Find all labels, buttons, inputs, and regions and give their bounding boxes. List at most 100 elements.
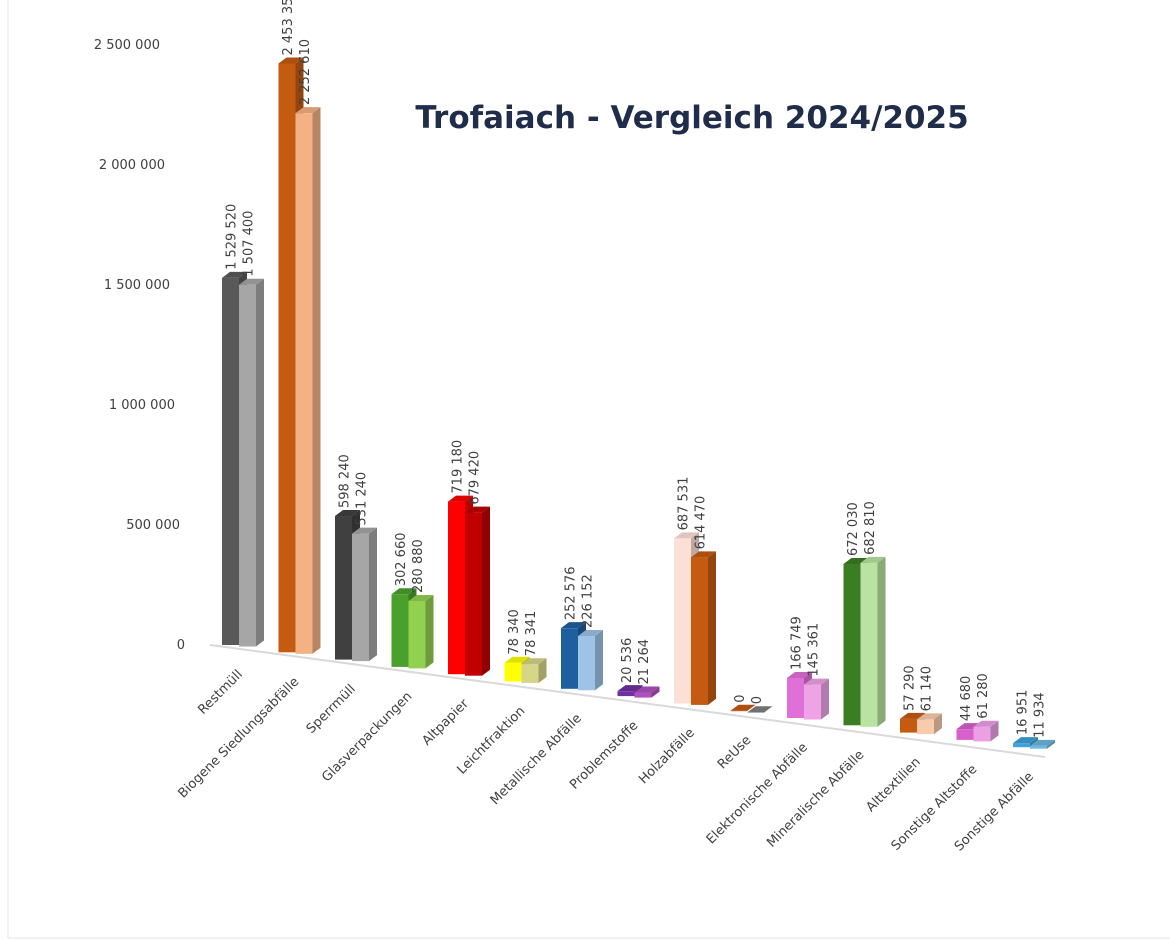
bar-top [295, 107, 321, 114]
bar-top [917, 713, 942, 720]
value-label: 1 529 520 [225, 204, 240, 270]
bar-front [691, 557, 708, 705]
bar-side [256, 278, 264, 647]
bar-front [408, 600, 426, 669]
bar-top [521, 658, 547, 665]
bar-front [278, 63, 296, 653]
bar-top [617, 685, 643, 692]
value-label: 166 749 [790, 616, 805, 670]
value-label: 11 934 [1033, 692, 1048, 738]
bar [917, 713, 942, 735]
bar-front [352, 533, 369, 662]
bar-top [278, 57, 304, 64]
value-label: 2 453 350 [281, 0, 296, 55]
bar-top [730, 704, 756, 711]
value-label: 0 [733, 694, 748, 702]
bar-top [504, 656, 530, 663]
bar [521, 658, 547, 683]
bar-front [804, 684, 821, 720]
value-label: 145 361 [807, 623, 822, 677]
bar-top [578, 630, 603, 637]
bar-side [821, 678, 829, 720]
value-label: 682 810 [863, 501, 878, 555]
bar [352, 527, 377, 662]
y-tick-label: 0 [177, 638, 185, 653]
bar-front [239, 284, 256, 647]
value-label: 614 470 [694, 496, 709, 550]
floor-line [209, 644, 1046, 758]
value-label: 531 240 [355, 472, 370, 526]
bar [1030, 739, 1055, 749]
bar-front [521, 664, 539, 683]
bar-top [408, 594, 434, 601]
bar-side [312, 107, 321, 654]
bar [408, 594, 434, 669]
bar [239, 278, 264, 647]
bar-front [617, 691, 635, 697]
y-tick-label: 500 000 [126, 518, 180, 533]
bar-side [482, 506, 490, 676]
bar-front [860, 562, 878, 727]
bar-side [369, 527, 377, 662]
bar-top [634, 686, 660, 693]
y-tick-label: 1 500 000 [104, 278, 170, 293]
bar [295, 107, 321, 654]
bar-front [787, 677, 804, 718]
value-label: 20 536 [620, 638, 635, 684]
bar-top [1013, 737, 1038, 744]
bar-front [295, 113, 313, 654]
bar-front [504, 662, 522, 682]
bar [465, 506, 490, 676]
bar-top [804, 678, 829, 685]
value-label: 302 660 [394, 532, 409, 586]
bar-top [973, 720, 999, 727]
bar-front [1013, 743, 1030, 748]
bar-front [561, 628, 578, 689]
bar-front [900, 718, 917, 733]
bar-front [730, 710, 748, 712]
bar [860, 556, 886, 727]
x-tick-label: Biogene Siedlungsabfälle [176, 675, 303, 802]
bar [578, 630, 603, 691]
bar-front [335, 516, 352, 660]
bar-top [335, 510, 360, 517]
value-label: 21 264 [637, 639, 652, 685]
bar-front [634, 692, 652, 698]
bar-top [561, 622, 586, 629]
bar-top [352, 527, 377, 534]
bar-top [465, 506, 490, 513]
chart-title: Trofaiach - Vergleich 2024/2025 [415, 100, 968, 136]
bar-top [691, 551, 716, 558]
bar [747, 706, 773, 713]
x-tick-label: Sperrmüll [304, 682, 359, 737]
bar-front [1030, 745, 1047, 749]
bar [973, 720, 999, 742]
x-tick-label: Problemstoffe [567, 718, 641, 792]
bar-top [391, 588, 417, 595]
bar-side [1047, 739, 1055, 749]
bar-side [708, 551, 716, 705]
bar-front [674, 538, 691, 704]
bar-side [595, 630, 603, 691]
value-label: 61 280 [976, 673, 991, 719]
bar [730, 704, 756, 712]
bar-side [651, 686, 660, 698]
x-tick-label: Restmüll [195, 667, 246, 718]
bar-front [917, 719, 934, 735]
value-label: 687 531 [677, 477, 692, 531]
bar-front [973, 726, 991, 742]
bar-front [448, 501, 465, 675]
bar-front [956, 729, 974, 740]
y-tick-label: 2 000 000 [99, 158, 165, 173]
value-label: 16 951 [1016, 690, 1031, 736]
bar-front [391, 594, 409, 667]
bar-top [787, 671, 812, 678]
bar-side [990, 720, 999, 742]
value-label: 672 030 [846, 502, 861, 556]
bar-front [465, 512, 482, 676]
value-label: 44 680 [959, 676, 974, 722]
x-tick-label: Leichtfraktion [454, 704, 528, 778]
value-label: 719 180 [451, 440, 466, 494]
bar-front [747, 712, 765, 713]
